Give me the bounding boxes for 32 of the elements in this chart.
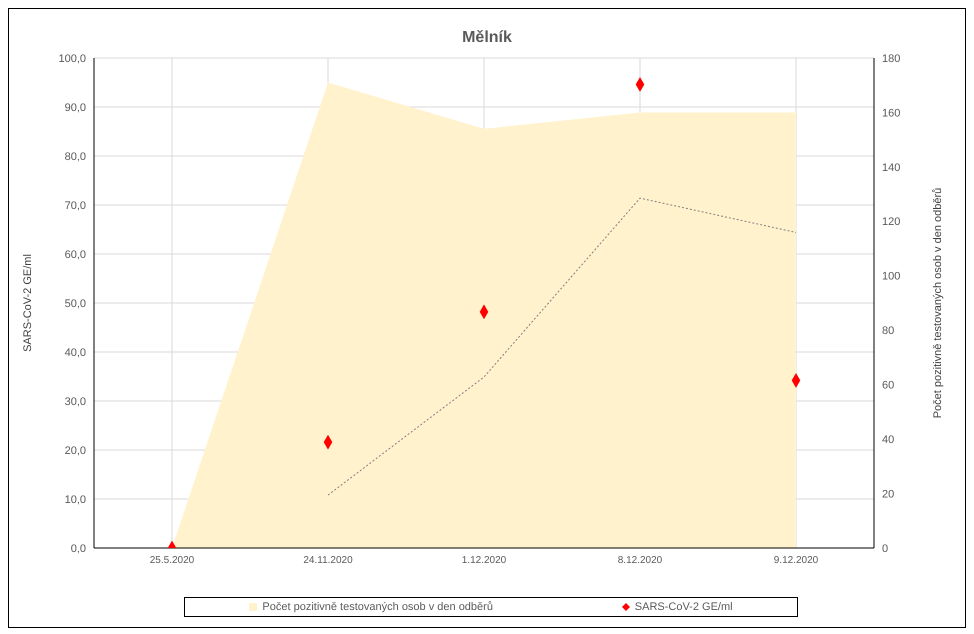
y2-tick-label: 140	[882, 162, 900, 174]
x-tick-label: 8.12.2020	[618, 555, 663, 566]
x-tick-label: 25.5.2020	[150, 555, 195, 566]
line-series	[328, 198, 796, 496]
y2-tick-label: 0	[882, 542, 888, 555]
y-tick-label: 90,0	[64, 102, 86, 114]
y-axis-title: SARS-CoV-2 GE/ml	[22, 254, 34, 352]
y2-tick-label: 180	[882, 52, 900, 65]
y2-tick-label: 40	[882, 434, 894, 446]
y2-tick-label: 160	[882, 107, 900, 120]
y-tick-label: 30,0	[64, 396, 86, 408]
y-tick-label: 0,0	[70, 542, 86, 555]
y2-tick-label: 100	[882, 270, 900, 283]
x-tick-label: 24.11.2020	[303, 555, 354, 566]
x-tick-label: 9.12.2020	[774, 555, 819, 566]
y-tick-label: 10,0	[64, 494, 86, 506]
x-tick-label: 1.12.2020	[462, 555, 507, 566]
y-tick-label: 60,0	[64, 248, 86, 261]
y2-tick-label: 20	[882, 488, 894, 500]
legend-label: Počet pozitivně testovaných osob v den odběrů	[262, 601, 493, 613]
y-tick-label: 20,0	[64, 444, 86, 457]
y2-axis-title: Počet pozitivně testovaných osob v den odběrů	[932, 188, 944, 418]
y2-tick-label: 60	[882, 380, 894, 392]
y2-tick-label: 80	[882, 325, 894, 338]
y-tick-label: 70,0	[64, 200, 86, 212]
y-tick-label: 80,0	[64, 150, 86, 163]
y-tick-label: 100,0	[58, 52, 86, 65]
chart-title: Mělník	[461, 29, 513, 48]
y-tick-label: 50,0	[64, 298, 86, 310]
y2-tick-label: 120	[882, 216, 900, 228]
y-tick-label: 40,0	[64, 346, 86, 359]
legend-label: SARS-CoV-2 GE/ml	[634, 601, 733, 613]
